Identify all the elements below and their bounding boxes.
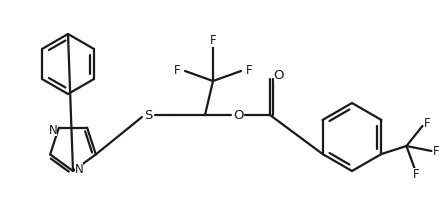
Text: F: F — [433, 145, 440, 158]
Text: O: O — [233, 109, 243, 122]
Text: F: F — [424, 117, 431, 130]
Text: F: F — [246, 63, 252, 76]
Text: F: F — [413, 168, 420, 181]
Text: N: N — [49, 123, 57, 136]
Text: N: N — [75, 163, 84, 176]
Text: F: F — [174, 63, 180, 76]
Text: S: S — [144, 109, 152, 122]
Text: O: O — [274, 69, 284, 82]
Text: F: F — [210, 34, 216, 47]
